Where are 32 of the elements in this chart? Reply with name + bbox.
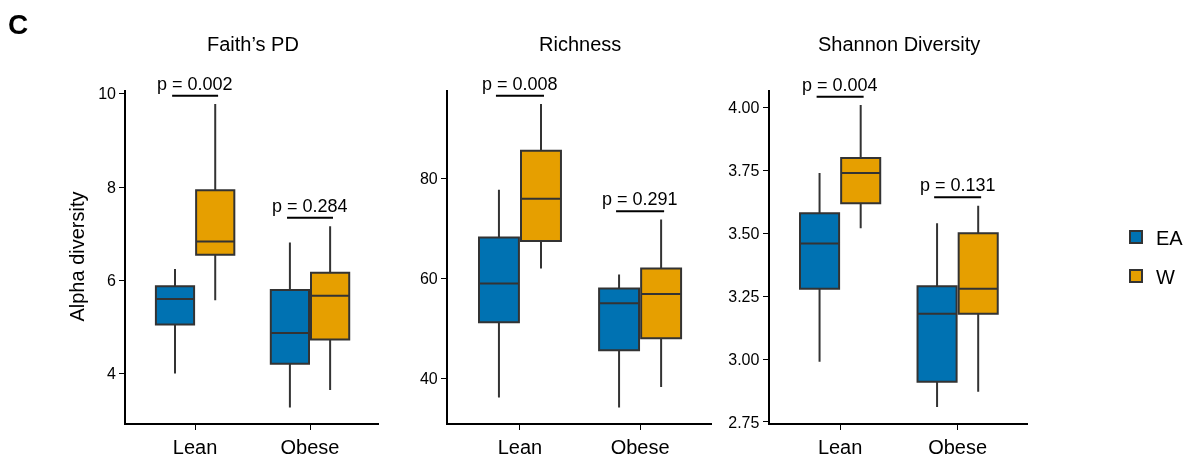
- y-tick-label: 3.00: [728, 350, 760, 368]
- y-tick-label: 2.75: [728, 413, 760, 431]
- chart-title: Faith’s PD: [207, 33, 299, 55]
- chart-title: Shannon Diversity: [818, 33, 981, 55]
- x-tick-label: Lean: [817, 436, 863, 458]
- annotation: p = 0.291: [602, 189, 678, 209]
- y-tick-label: 4: [107, 365, 117, 383]
- y-tick-label: 8: [107, 178, 117, 196]
- annotation: p = 0.004: [802, 75, 878, 95]
- x-tick-label: Obese: [610, 436, 670, 458]
- x-tick-label: Lean: [497, 436, 543, 458]
- legend-label: W: [1156, 265, 1175, 288]
- y-tick-label: 4.00: [728, 99, 760, 117]
- annotation: p = 0.002: [157, 74, 233, 94]
- text: C: [8, 9, 29, 40]
- y-axis-title: Alpha diversity: [66, 191, 89, 322]
- x-tick-label: Lean: [172, 436, 218, 458]
- annotation: p = 0.008: [482, 74, 558, 94]
- y-tick-label: 60: [419, 270, 438, 288]
- y-tick-label: 40: [419, 369, 438, 387]
- annotation: p = 0.284: [272, 196, 348, 216]
- y-tick-label: 3.75: [728, 162, 760, 180]
- y-tick-label: 10: [98, 85, 117, 103]
- x-tick-label: Obese: [280, 436, 340, 458]
- y-tick-label: 3.50: [728, 224, 760, 242]
- legend-label: EA: [1156, 226, 1184, 249]
- y-tick-label: 3.25: [728, 287, 760, 305]
- y-tick-label: 80: [419, 170, 438, 188]
- y-tick-label: 6: [107, 271, 117, 289]
- x-tick-label: Obese: [928, 436, 988, 458]
- chart-title: Richness: [539, 33, 622, 55]
- annotation: p = 0.131: [920, 175, 996, 195]
